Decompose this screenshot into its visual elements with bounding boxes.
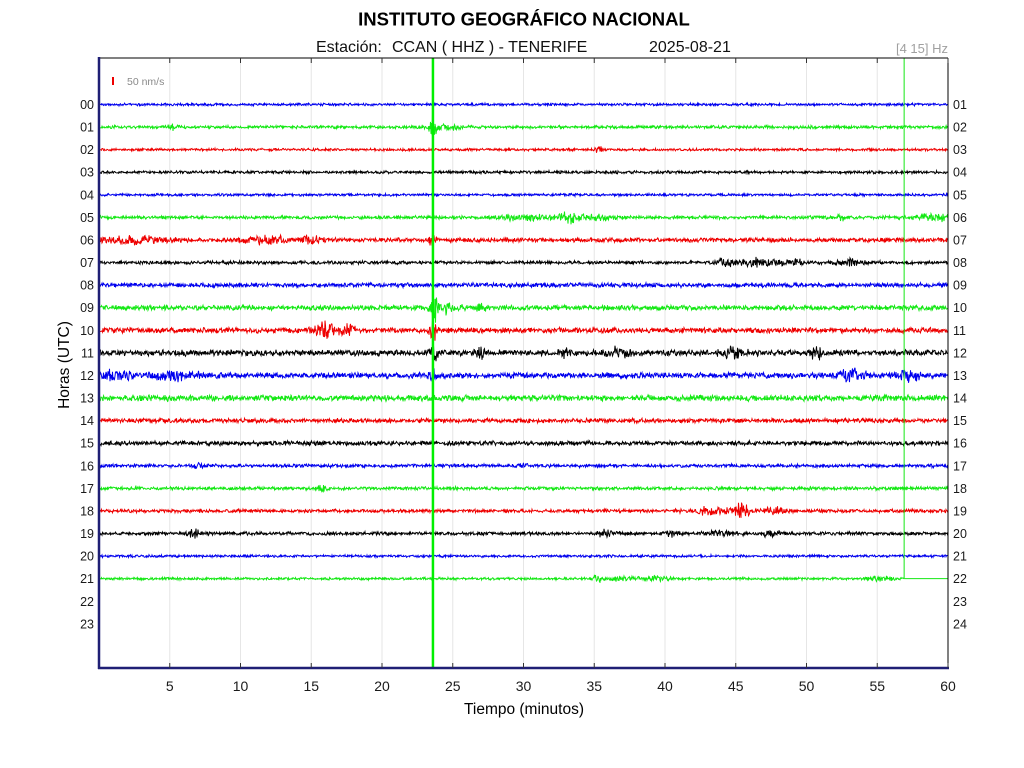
station-label: Estación: (316, 39, 382, 56)
right-hour-label: 12 (953, 346, 967, 360)
x-tick-label: 55 (869, 678, 885, 694)
right-hour-label: 17 (953, 459, 967, 473)
left-hour-label: 02 (80, 143, 94, 157)
right-hour-label: 10 (953, 301, 967, 315)
right-hour-label: 03 (953, 143, 967, 157)
trace-row-17 (99, 484, 949, 494)
left-hour-label: 07 (80, 256, 94, 270)
left-hour-label: 16 (80, 459, 94, 473)
left-hour-label: 06 (80, 234, 94, 248)
right-hour-label: 23 (953, 595, 967, 609)
right-hour-label: 04 (953, 166, 967, 180)
left-hour-label: 08 (80, 279, 94, 293)
x-tick-label: 40 (657, 678, 673, 694)
left-hour-label: 21 (80, 572, 94, 586)
x-axis-ticks: 5 10 15 20 25 30 35 40 45 50 55 60 (166, 58, 956, 694)
trace-row-21 (99, 574, 905, 584)
x-tick-label: 50 (799, 678, 815, 694)
seismic-traces (99, 101, 949, 584)
trace-row-03 (99, 168, 949, 176)
left-hour-label: 23 (80, 617, 94, 631)
x-tick-label: 5 (166, 678, 174, 694)
trace-row-18 (99, 502, 949, 518)
right-hour-label: 20 (953, 527, 967, 541)
left-hour-label: 03 (80, 166, 94, 180)
x-tick-label: 15 (303, 678, 319, 694)
trace-row-11 (99, 345, 949, 362)
scale-label: 50 nm/s (127, 76, 164, 88)
trace-row-04 (99, 191, 949, 199)
left-hour-label: 00 (80, 98, 94, 112)
left-hour-label: 11 (81, 346, 94, 360)
trace-row-09 (99, 297, 949, 323)
right-hour-label: 08 (953, 256, 967, 270)
right-hour-label: 24 (953, 617, 967, 631)
trace-row-13 (99, 393, 949, 403)
right-hour-label: 21 (953, 550, 967, 564)
left-hour-label: 09 (80, 301, 94, 315)
right-hour-label: 07 (953, 234, 967, 248)
x-tick-label: 35 (586, 678, 602, 694)
x-tick-label: 30 (516, 678, 532, 694)
x-tick-label: 60 (940, 678, 956, 694)
left-hour-label: 15 (80, 437, 94, 451)
trace-row-02 (99, 146, 948, 153)
trace-row-15 (99, 438, 949, 448)
x-axis-label: Tiempo (minutos) (464, 701, 584, 718)
left-hour-label: 14 (80, 414, 94, 428)
right-hour-axis: 01 02 03 04 05 06 07 08 09 10 11 12 13 14 15 16 17 18 19 20… (953, 98, 967, 631)
trace-row-01 (99, 114, 949, 136)
left-hour-label: 22 (80, 595, 94, 609)
station-name: CCAN ( HHZ ) - TENERIFE (392, 39, 587, 56)
chart-title: INSTITUTO GEOGRÁFICO NACIONAL (358, 9, 690, 30)
trace-row-05 (99, 211, 949, 225)
x-tick-label: 10 (233, 678, 249, 694)
right-hour-label: 14 (953, 392, 967, 406)
date-label: 2025-08-21 (649, 39, 731, 56)
trace-row-20 (99, 552, 949, 560)
trace-row-14 (99, 416, 949, 425)
filter-band-label: [4 15] Hz (896, 41, 948, 56)
trace-row-08 (99, 280, 949, 290)
right-hour-label: 22 (953, 572, 967, 586)
right-hour-label: 16 (953, 437, 967, 451)
trace-row-12 (99, 367, 949, 383)
trace-row-10 (99, 320, 949, 341)
trace-row-07 (99, 256, 949, 269)
grid-lines (169, 58, 878, 668)
right-hour-label: 09 (953, 279, 967, 293)
right-hour-label: 19 (953, 504, 967, 518)
left-hour-label: 10 (80, 324, 94, 338)
y-axis-label: Horas (UTC) (56, 321, 73, 409)
right-hour-label: 01 (953, 98, 967, 112)
left-hour-label: 01 (80, 121, 94, 135)
x-tick-label: 20 (374, 678, 390, 694)
right-hour-label: 05 (953, 188, 967, 202)
left-hour-axis: 00 01 02 03 04 05 06 07 08 09 10 11 12 13 14 15 16 17 18 19… (80, 98, 94, 631)
scale-bar (112, 77, 114, 85)
left-hour-label: 05 (80, 211, 94, 225)
right-hour-label: 18 (953, 482, 967, 496)
right-hour-label: 11 (953, 324, 966, 338)
right-hour-label: 15 (953, 414, 967, 428)
amplitude-scale: 50 nm/s (112, 76, 164, 88)
left-hour-label: 18 (80, 504, 94, 518)
x-tick-label: 25 (445, 678, 461, 694)
left-hour-label: 12 (80, 369, 94, 383)
right-hour-label: 13 (953, 369, 967, 383)
trace-row-06 (99, 232, 949, 247)
right-hour-label: 02 (953, 121, 967, 135)
left-hour-label: 17 (80, 482, 94, 496)
trace-row-00 (99, 101, 949, 108)
time-markers (431, 58, 948, 668)
left-hour-label: 04 (80, 188, 94, 202)
left-hour-label: 13 (80, 392, 94, 406)
trace-row-16 (99, 461, 949, 470)
x-tick-label: 45 (728, 678, 744, 694)
trace-row-19 (99, 528, 949, 540)
left-hour-label: 20 (80, 550, 94, 564)
right-hour-label: 06 (953, 211, 967, 225)
left-hour-label: 19 (80, 527, 94, 541)
